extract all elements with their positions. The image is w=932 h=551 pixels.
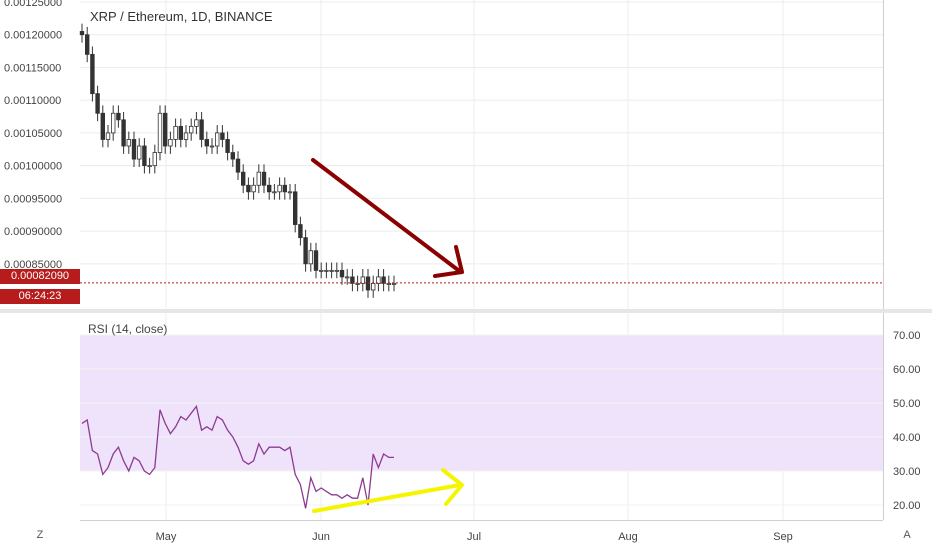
month-label: Jul [467,531,481,543]
candle [350,276,355,284]
candle [111,112,116,134]
candle [168,139,173,147]
candle [178,125,183,140]
candle [209,145,215,148]
rsi-title: RSI (14, close) [88,322,168,336]
candle [282,184,287,193]
candle [142,145,147,167]
downtrend-arrow [311,158,460,272]
candle [116,112,121,121]
auto-scale-button[interactable]: A [903,529,911,541]
candle [313,250,319,271]
candle [355,283,360,285]
pane-separator[interactable] [0,309,932,313]
candle [376,276,381,284]
candle [162,112,168,147]
candle [136,145,142,160]
candle [246,184,251,193]
price-tick-label: 0.00090000 [4,226,62,238]
month-label: Aug [618,531,638,543]
time-axis[interactable] [80,520,883,551]
rsi-tick-label: 60.00 [893,364,921,376]
price-tick-label: 0.00110000 [4,95,61,107]
candle [277,184,282,193]
month-label: May [156,531,177,543]
candle [240,171,246,186]
rsi-scale[interactable] [883,313,932,520]
candle [90,53,95,95]
candle [251,184,256,193]
price-tick-label: 0.00095000 [4,193,62,205]
candle [225,139,230,153]
candle [85,34,90,55]
candle [344,276,350,279]
candle [324,269,329,272]
candle [230,152,235,160]
candle [105,132,111,140]
rsi-divergence-arrow [312,483,462,513]
candle [199,119,204,140]
candle [365,276,371,291]
candle [298,224,303,239]
rsi-divergence-arrow-head [441,468,464,506]
countdown-tag: 06:24:23 [0,289,80,304]
rsi-line [81,404,394,509]
candle [131,139,137,160]
zoom-button[interactable]: Z [36,529,44,541]
candle [329,269,334,272]
candle [126,139,131,147]
candle [194,119,199,127]
downtrend-arrow-head [433,245,464,278]
candle [188,125,194,134]
candle [272,191,277,194]
candle [318,269,324,272]
candle [121,119,126,147]
candle [79,31,85,36]
rsi-tick-label: 70.00 [893,330,921,342]
rsi-tick-label: 50.00 [893,398,921,410]
candle [334,269,339,272]
candle [287,191,293,194]
candle [370,283,376,291]
candle [214,132,220,147]
candle [147,165,152,168]
month-label: Sep [773,531,793,543]
rsi-tick-label: 30.00 [893,466,921,478]
price-tick-label: 0.00125000 [4,0,62,9]
candle [360,276,365,284]
candle [173,125,178,140]
candle [386,283,391,285]
rsi-tick-label: 40.00 [893,432,921,444]
candle [303,237,308,265]
candle [292,191,298,225]
candle [339,269,345,278]
candle [308,250,313,265]
price-tick-label: 0.00085000 [4,259,62,271]
candle [183,132,189,140]
last-price-tag: 0.00082090 [0,269,80,284]
price-tick-label: 0.00105000 [4,128,62,140]
price-tick-label: 0.00100000 [4,161,62,173]
price-scale[interactable] [883,0,932,309]
price-tick-label: 0.00115000 [4,62,61,74]
price-tick-label: 0.00120000 [4,30,62,42]
candle [204,139,209,147]
candle [95,93,100,114]
candle [157,112,163,153]
candle [100,112,105,140]
candle [235,158,241,173]
chart-title: XRP / Ethereum, 1D, BINANCE [90,9,273,24]
rsi-tick-label: 20.00 [893,500,921,512]
candle [152,152,157,167]
candle [261,171,267,186]
candle [381,276,386,284]
month-label: Jun [312,531,330,543]
candle [256,171,261,186]
candle [391,283,397,285]
candle [266,184,272,193]
candle [220,132,225,140]
